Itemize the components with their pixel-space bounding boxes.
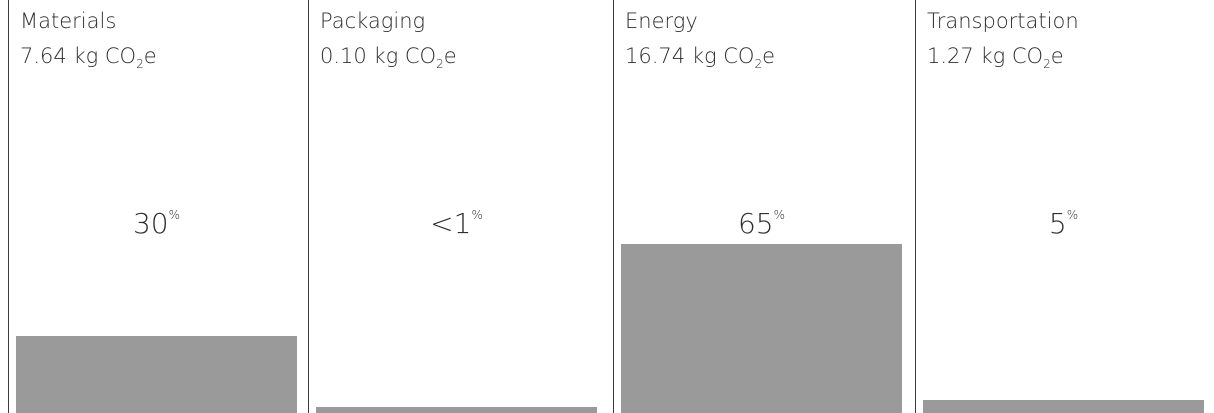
unit-prefix: kg CO xyxy=(691,44,755,68)
percent-value: 65 xyxy=(737,207,774,240)
unit-subscript: 2 xyxy=(436,57,444,71)
bar xyxy=(316,407,597,413)
unit-suffix: e xyxy=(762,44,776,68)
category-column: Materials 7.64 kg CO2e 30% xyxy=(8,0,306,413)
value-number: 0.10 xyxy=(320,44,367,68)
percent-symbol: % xyxy=(471,208,483,222)
unit-suffix: e xyxy=(143,44,157,68)
category-column: Energy 16.74 kg CO2e 65% xyxy=(613,0,911,413)
unit-subscript: 2 xyxy=(754,57,763,71)
percent-symbol: % xyxy=(1066,208,1079,222)
percent-symbol: % xyxy=(168,208,181,222)
value-number: 1.27 xyxy=(927,44,974,68)
category-label: Energy xyxy=(625,9,698,33)
unit-suffix: e xyxy=(443,44,457,68)
category-value: 1.27 kg CO2e xyxy=(927,42,1064,70)
unit-subscript: 2 xyxy=(1043,57,1051,71)
unit-suffix: e xyxy=(1050,44,1064,68)
value-number: 7.64 xyxy=(20,44,67,68)
value-number: 16.74 xyxy=(625,44,686,68)
percent-value: 30 xyxy=(132,207,169,240)
category-value: 16.74 kg CO2e xyxy=(625,42,775,70)
unit-prefix: kg CO xyxy=(73,44,137,68)
percent-value: 5 xyxy=(1048,207,1067,240)
category-label: Transportation xyxy=(927,9,1079,33)
value-space xyxy=(685,44,692,68)
category-column: Packaging 0.10 kg CO2e <1% xyxy=(308,0,606,413)
percent-label: 65% xyxy=(621,206,902,242)
unit-subscript: 2 xyxy=(136,57,144,71)
unit-prefix: kg CO xyxy=(373,44,437,68)
category-value: 0.10 kg CO2e xyxy=(320,42,457,70)
column-divider xyxy=(915,0,916,413)
percent-symbol: % xyxy=(773,208,786,222)
percent-label: 30% xyxy=(16,206,297,242)
bar xyxy=(621,244,902,413)
unit-prefix: kg CO xyxy=(980,44,1044,68)
bar xyxy=(923,400,1204,413)
category-column: Transportation 1.27 kg CO2e 5% xyxy=(915,0,1213,413)
category-label: Packaging xyxy=(320,9,426,33)
category-label: Materials xyxy=(20,9,117,33)
percent-label: <1% xyxy=(316,206,597,242)
column-divider xyxy=(8,0,9,413)
column-divider xyxy=(613,0,614,413)
percent-value: <1 xyxy=(430,207,472,240)
category-value: 7.64 kg CO2e xyxy=(20,42,157,70)
bar xyxy=(16,336,297,413)
percent-label: 5% xyxy=(923,206,1204,242)
column-divider xyxy=(308,0,309,413)
